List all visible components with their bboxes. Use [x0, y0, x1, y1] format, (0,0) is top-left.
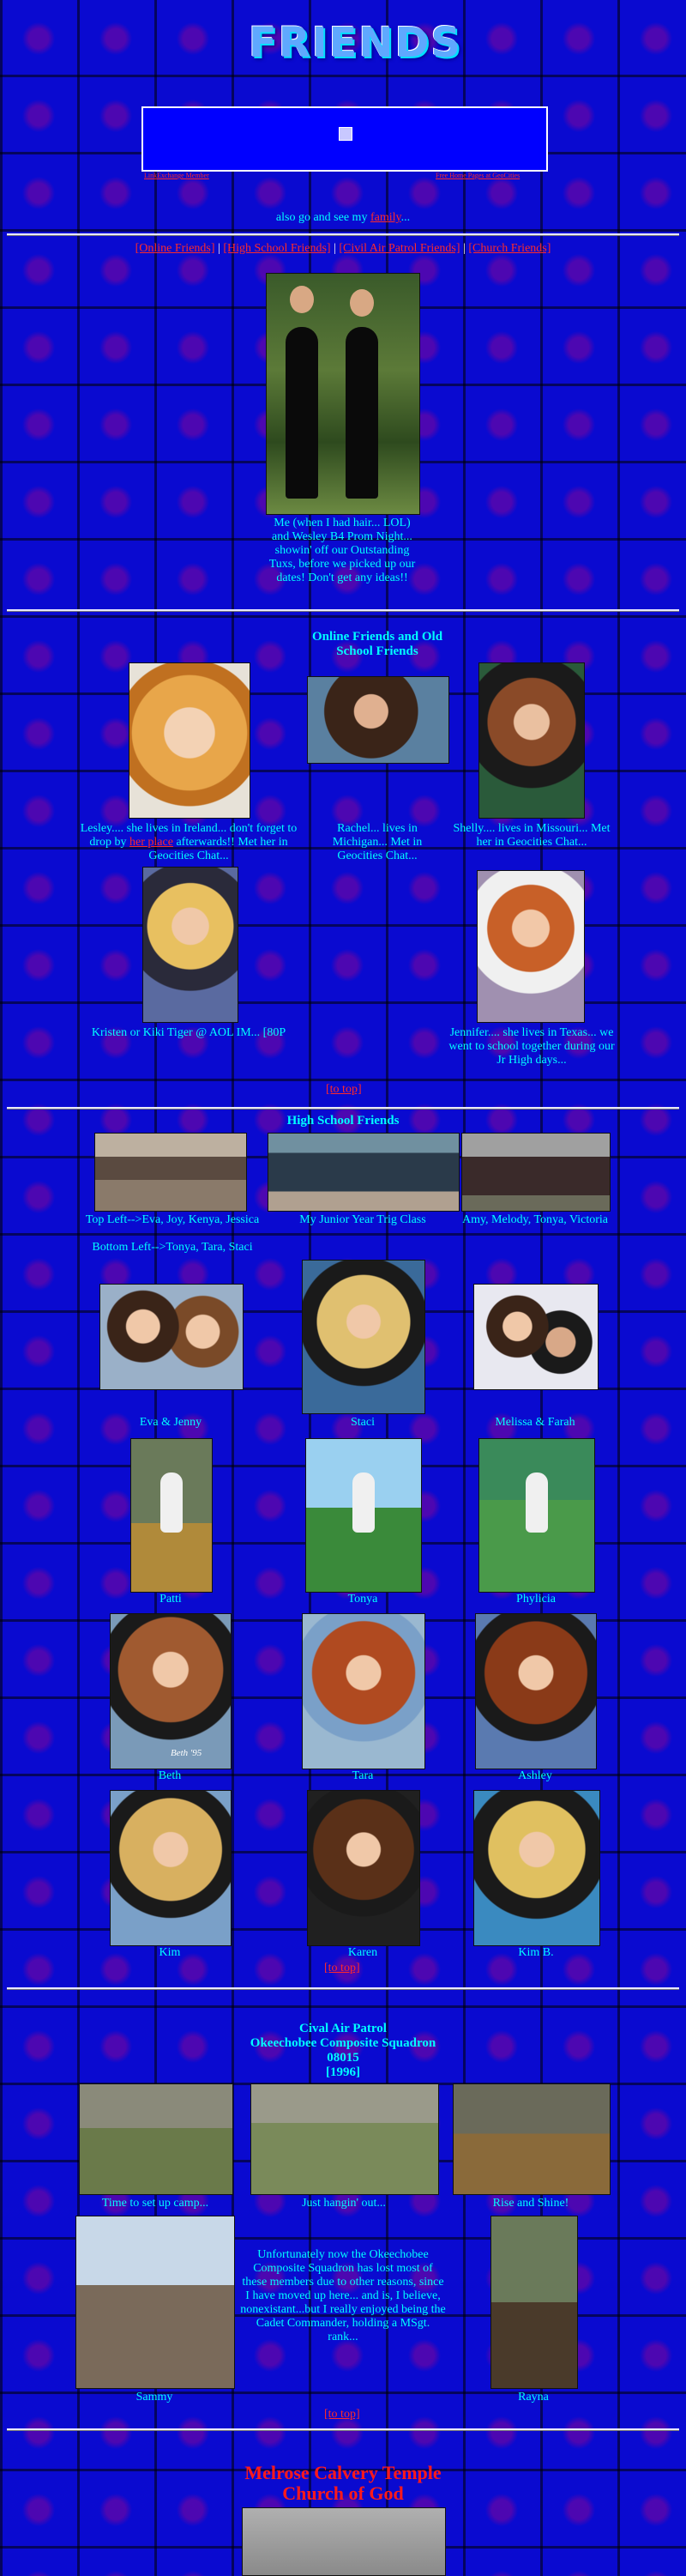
- trig-class-caption: My Junior Year Trig Class: [299, 1213, 426, 1226]
- prom-caption: Me (when I had hair... LOL) and Wesley B…: [268, 517, 416, 584]
- hangin-photo: [250, 2083, 439, 2195]
- beth-caption: Beth: [158, 1769, 182, 1782]
- to-top-link[interactable]: [to top]: [326, 1083, 362, 1096]
- lesley-caption: Lesley.... she lives in Ireland... don't…: [80, 822, 298, 862]
- beth-photo: Beth '95: [110, 1613, 232, 1769]
- divider: [7, 233, 679, 235]
- rachel-caption: Rachel... lives in Michigan... Met in Ge…: [332, 822, 423, 862]
- cap-story: Unfortunately now the Okeechobee Composi…: [240, 2248, 446, 2343]
- melissa-caption: Melissa & Farah: [495, 1416, 575, 1429]
- rise-photo: [453, 2083, 611, 2195]
- divider: [7, 2428, 679, 2430]
- karen-caption: Karen: [347, 1946, 378, 1959]
- guestbook-banner[interactable]: [141, 106, 548, 172]
- nav-church-friends[interactable]: [Church Friends]: [468, 242, 551, 255]
- kimb-caption: Kim B.: [518, 1946, 554, 1959]
- patti-caption: Patti: [159, 1593, 182, 1605]
- kristen-caption: Kristen or Kiki Tiger @ AOL IM... [80P: [91, 1026, 286, 1039]
- divider: [7, 609, 679, 611]
- hangin-caption: Just hangin' out...: [302, 2197, 386, 2210]
- section-nav: [Online Friends] | [High School Friends]…: [135, 242, 551, 255]
- online-friends-heading: Online Friends and Old School Friends: [311, 630, 443, 658]
- sammy-caption: Sammy: [135, 2391, 173, 2404]
- to-top-link[interactable]: [to top]: [324, 2408, 360, 2421]
- tonya-photo: [305, 1438, 422, 1593]
- ashley-caption: Ashley: [518, 1769, 552, 1782]
- tonya-caption: Tonya: [347, 1593, 378, 1605]
- sammy-photo: [75, 2216, 235, 2389]
- jennifer-caption: Jennifer.... she lives in Texas... we we…: [448, 1026, 615, 1067]
- karen-photo: [307, 1790, 420, 1946]
- melissa-farah-photo: [473, 1284, 599, 1390]
- amy-caption: Amy, Melody, Tonya, Victoria: [461, 1213, 609, 1226]
- group-photo: [94, 1133, 247, 1212]
- eva-caption: Eva & Jenny: [139, 1416, 202, 1429]
- shelly-caption: Shelly.... lives in Missouri... Met her …: [453, 822, 611, 849]
- camp-caption: Time to set up camp...: [101, 2197, 209, 2210]
- cap-heading: Cival Air Patrol Okeechobee Composite Sq…: [250, 2022, 436, 2079]
- tara-caption: Tara: [352, 1769, 374, 1782]
- linkexchange-link[interactable]: LinkExchange Member: [144, 172, 209, 179]
- page-title: FRIENDS: [249, 19, 460, 69]
- camp-photo: [79, 2083, 233, 2195]
- kristen-photo: [142, 867, 238, 1023]
- rachel-photo: [307, 676, 449, 764]
- nav-cap-friends[interactable]: [Civil Air Patrol Friends]: [339, 242, 460, 255]
- kim-photo: [110, 1790, 232, 1946]
- ashley-photo: [475, 1613, 597, 1769]
- divider: [7, 1987, 679, 1989]
- group-caption: Top Left-->Eva, Joy, Kenya, Jessica: [85, 1213, 260, 1226]
- banner-icon: [339, 127, 352, 141]
- to-top-link[interactable]: [to top]: [324, 1962, 360, 1974]
- tara-photo: [302, 1613, 425, 1769]
- nav-online-friends[interactable]: [Online Friends]: [135, 242, 215, 255]
- title-text: FRIENDS: [249, 19, 462, 67]
- jennifer-photo: [477, 870, 585, 1023]
- rayna-caption: Rayna: [518, 2391, 549, 2404]
- divider: [7, 1107, 679, 1109]
- shelly-photo: [478, 662, 585, 819]
- church-heading: Melrose Calvery Temple Church of God: [244, 2462, 442, 2504]
- lesley-page-link[interactable]: her place: [129, 836, 173, 849]
- prom-photo: [266, 273, 420, 515]
- group-caption-bottom: Bottom Left-->Tonya, Tara, Staci: [92, 1241, 253, 1254]
- rayna-photo: [490, 2216, 578, 2389]
- church-photo: [242, 2507, 446, 2576]
- kim-caption: Kim: [159, 1946, 181, 1959]
- staci-photo: [302, 1260, 425, 1414]
- patti-photo: [130, 1438, 213, 1593]
- high-school-heading: High School Friends: [286, 1114, 400, 1128]
- staci-caption: Staci: [351, 1416, 375, 1429]
- lesley-photo: [129, 662, 250, 819]
- trig-class-photo: [268, 1133, 460, 1212]
- phylicia-photo: [478, 1438, 595, 1593]
- kimb-photo: [473, 1790, 600, 1946]
- family-line: also go and see my family...: [275, 211, 411, 224]
- amy-group-photo: [461, 1133, 611, 1212]
- nav-high-school-friends[interactable]: [High School Friends]: [223, 242, 331, 255]
- rise-caption: Rise and Shine!: [492, 2197, 569, 2210]
- phylicia-caption: Phylicia: [516, 1593, 556, 1605]
- geocities-link[interactable]: Free Home Pages at GeoCities: [436, 172, 521, 179]
- family-link[interactable]: family: [370, 211, 401, 224]
- eva-jenny-photo: [99, 1284, 244, 1390]
